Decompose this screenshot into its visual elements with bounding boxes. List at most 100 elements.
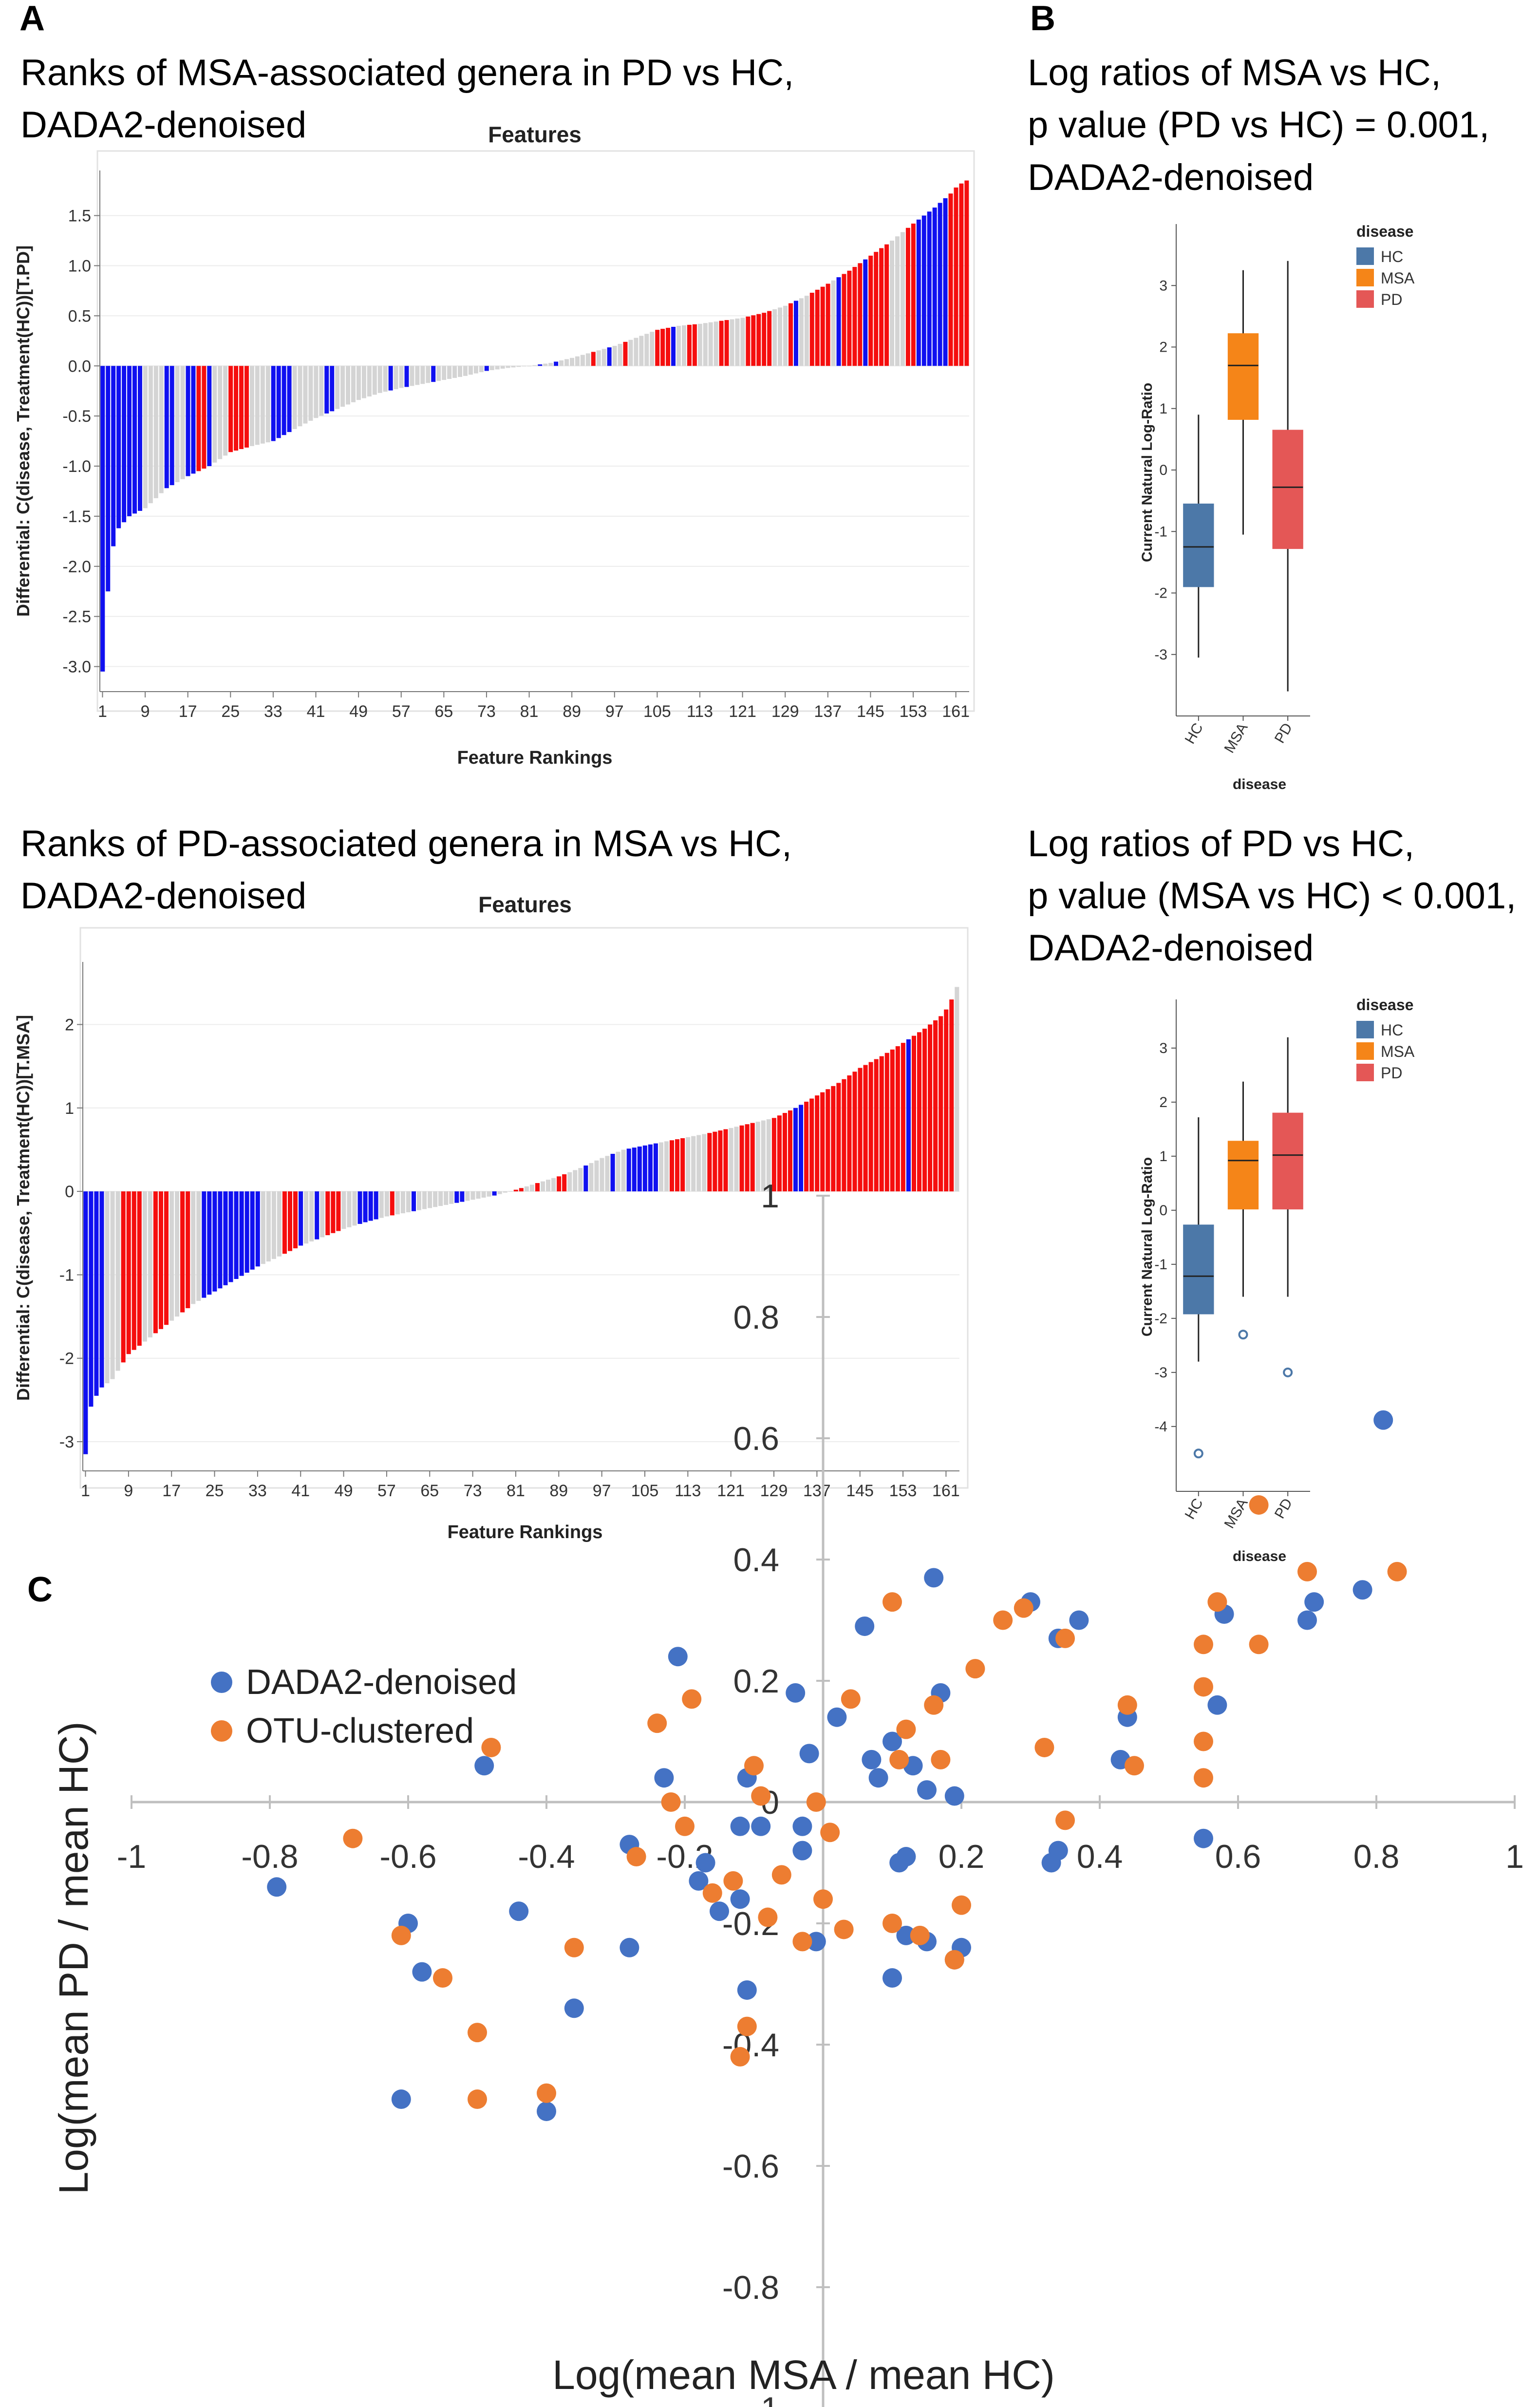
feature-bar [121, 1191, 126, 1363]
x-tick-label-hc: HC [1182, 720, 1206, 747]
scatter-point-otu [564, 1937, 584, 1957]
scatter-point-dada2 [730, 1816, 750, 1836]
feature-bar [644, 334, 649, 366]
feature-bar [735, 319, 740, 366]
scatter-point-otu [820, 1823, 840, 1843]
feature-bar [901, 1043, 905, 1192]
x-tick-label: 153 [900, 702, 927, 721]
feature-bar [473, 366, 478, 374]
x-tick-label: 81 [507, 1482, 525, 1500]
feature-bar [750, 1123, 755, 1192]
x-tick-label: 41 [291, 1482, 310, 1500]
scatter-point-otu [744, 1756, 764, 1776]
feature-bar [809, 293, 814, 366]
feature-bar [335, 366, 340, 409]
feature-bar [516, 366, 521, 367]
feature-bar [239, 1191, 244, 1276]
feature-bar [223, 366, 228, 456]
feature-bar [131, 1191, 136, 1350]
feature-bar [271, 1191, 276, 1259]
scatter-point-dada2 [1352, 1580, 1372, 1600]
scatter-point-otu [391, 1925, 411, 1945]
feature-bar [519, 1188, 524, 1192]
chart-c-xlabel: Log(mean MSA / mean HC) [552, 2352, 1055, 2398]
feature-bar [513, 1189, 518, 1192]
feature-bar [452, 366, 457, 378]
feature-bar [591, 352, 596, 366]
scatter-point-otu [944, 1950, 964, 1970]
feature-bar [449, 1191, 454, 1204]
x-tick-label: -0.4 [518, 1838, 575, 1875]
chart-b1-legend-title: disease [1356, 223, 1413, 240]
feature-bar [612, 346, 617, 366]
y-tick-label: 2 [65, 1015, 74, 1034]
x-tick-label-pd: PD [1272, 720, 1296, 746]
scatter-point-dada2 [896, 1925, 916, 1945]
feature-bar [890, 1049, 895, 1192]
feature-bar [218, 366, 223, 459]
feature-bar [372, 366, 377, 395]
legend-swatch-msa [1356, 1042, 1374, 1060]
feature-bar [686, 1137, 691, 1192]
x-tick-label: 17 [162, 1482, 181, 1500]
feature-bar [884, 1053, 889, 1192]
feature-bar [367, 366, 372, 397]
box-pd [1272, 1112, 1303, 1210]
y-tick-label: 2 [1159, 339, 1167, 356]
chart-a1-plot-frame [96, 150, 975, 712]
feature-bar [282, 366, 286, 435]
feature-bar [293, 1191, 298, 1249]
feature-bar [634, 338, 639, 366]
y-tick-label: 3 [1159, 1040, 1167, 1056]
x-tick-label: 0.6 [1215, 1838, 1261, 1875]
feature-bar [115, 1191, 120, 1371]
feature-bar [383, 366, 388, 392]
legend-swatch-hc [1356, 1021, 1374, 1038]
scatter-point-dada2 [564, 1998, 584, 2018]
feature-bar [416, 1191, 422, 1210]
y-tick-label: -0.6 [722, 2148, 779, 2185]
x-tick-label: 129 [771, 702, 799, 721]
feature-bar [799, 1105, 804, 1192]
box-outlier [1283, 1367, 1293, 1377]
feature-bar [692, 324, 697, 366]
scatter-point-otu [1207, 1592, 1227, 1612]
x-tick-label: 49 [335, 1482, 353, 1500]
scatter-point-otu [806, 1792, 826, 1812]
feature-bar [847, 270, 852, 366]
chart-c-ylabel: Log(mean PD / mean HC) [51, 1721, 96, 2194]
feature-bar [596, 350, 601, 366]
scatter-point-otu [952, 1895, 971, 1915]
feature-bar [132, 366, 137, 514]
box-pd [1272, 430, 1303, 549]
y-tick-label: -3 [1154, 647, 1167, 663]
feature-bar [314, 366, 319, 418]
feature-bar [778, 307, 783, 366]
feature-bar [180, 1191, 185, 1313]
feature-bar [928, 1024, 933, 1192]
feature-bar [255, 366, 260, 445]
y-tick-label: 0.6 [733, 1420, 779, 1457]
scatter-point-dada2 [944, 1786, 964, 1806]
scatter-point-otu [1034, 1737, 1054, 1757]
x-tick-label-msa: MSA [1221, 1496, 1251, 1531]
scatter-point-dada2 [924, 1568, 944, 1588]
feature-bar [580, 355, 585, 366]
feature-bar [287, 366, 292, 433]
scatter-point-otu [433, 1968, 452, 1988]
feature-bar [207, 1191, 212, 1295]
feature-bar [186, 366, 190, 476]
x-tick-label: 49 [349, 702, 368, 721]
scatter-point-dada2 [799, 1744, 819, 1764]
scatter-point-dada2 [537, 2101, 556, 2121]
feature-bar [153, 366, 158, 498]
y-tick-label: 1.0 [68, 257, 91, 275]
feature-bar [719, 320, 724, 366]
panel-label-a: A [19, 0, 45, 38]
feature-bar [196, 1191, 201, 1301]
feature-bar [921, 215, 926, 366]
feature-bar [858, 263, 863, 366]
feature-bar [820, 286, 825, 366]
feature-bar [116, 366, 121, 528]
feature-bar [487, 1191, 491, 1197]
